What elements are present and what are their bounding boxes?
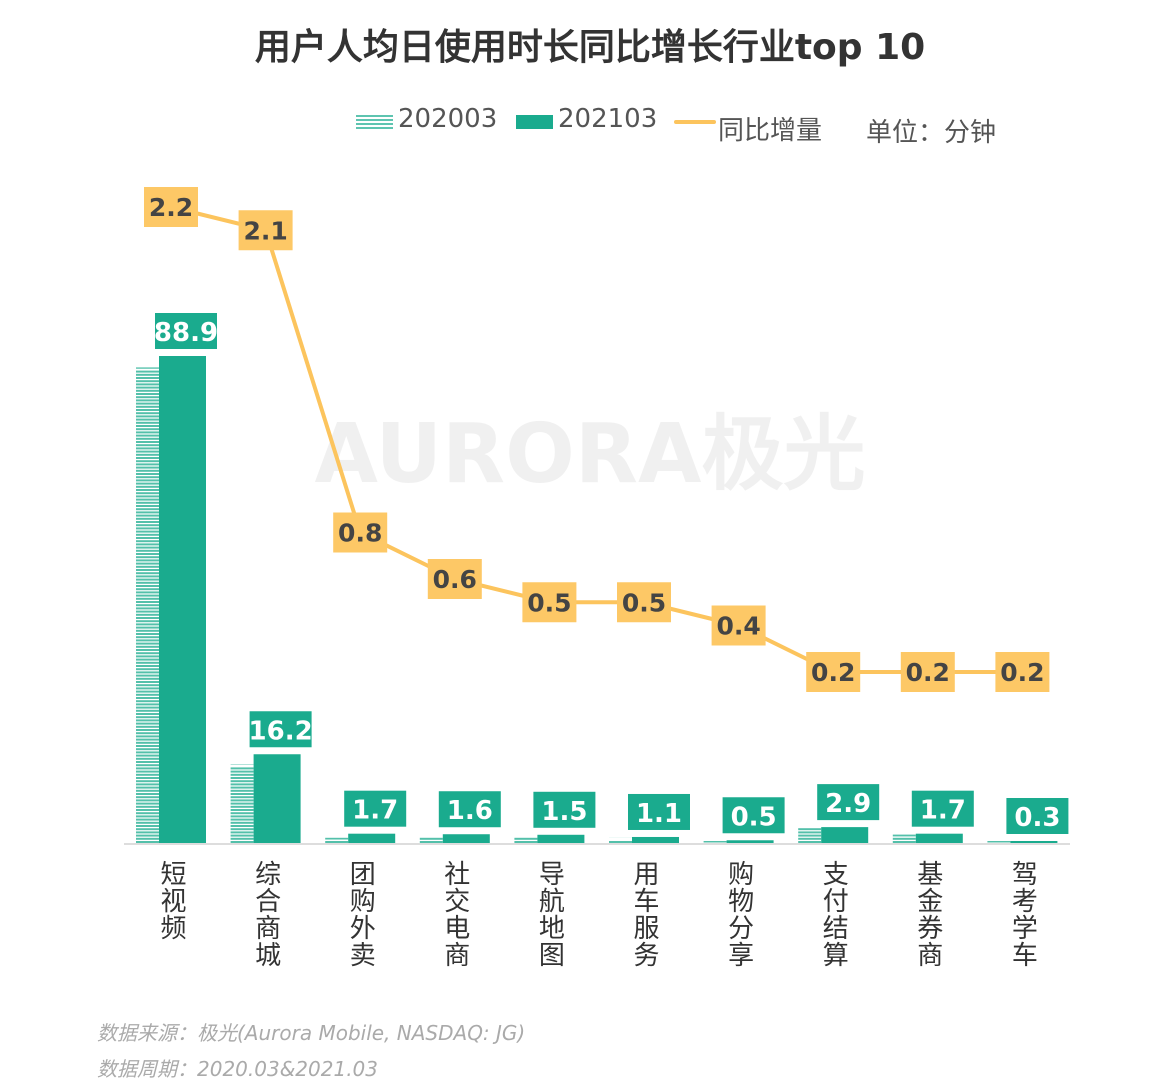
x-tick-label: 社交电商: [441, 860, 469, 968]
x-tick-label: 用车服务: [630, 860, 658, 968]
legend-swatch-202003: [356, 115, 393, 129]
bar-data-label: 1.6: [447, 796, 493, 826]
x-tick-label: 购物分享: [725, 860, 753, 968]
unit-label: 单位：分钟: [866, 112, 996, 149]
bar-data-label: 1.5: [541, 797, 587, 827]
x-tick-label: 导航地图: [535, 860, 563, 968]
footer-source: 数据来源：极光(Aurora Mobile, NASDAQ: JG): [97, 1017, 525, 1046]
line-data-label: 0.2: [811, 658, 855, 687]
bar-202003: [609, 838, 632, 843]
bar-202003: [893, 835, 916, 843]
footer-period: 数据周期：2020.03&2021.03: [97, 1053, 378, 1082]
bar-data-label: 1.1: [636, 799, 682, 829]
bar-202103: [537, 835, 584, 843]
bar-202103: [727, 840, 774, 843]
bar-202103: [632, 837, 679, 843]
bar-data-label: 0.5: [731, 802, 777, 832]
bar-data-label: 1.7: [920, 796, 966, 826]
bar-202003: [420, 838, 443, 843]
bar-data-label: 16.2: [249, 716, 313, 746]
bar-202103: [821, 827, 868, 843]
legend-swatch-202103: [516, 115, 553, 129]
bar-202003: [231, 764, 254, 843]
legend-label-202003: 202003: [398, 104, 497, 134]
bar-202103: [916, 834, 963, 843]
watermark-logo: AURORA极光: [315, 407, 866, 502]
bar-202003: [514, 838, 537, 843]
line-data-label: 0.5: [527, 588, 571, 617]
bar-202103: [443, 834, 490, 843]
bar-202103: [1010, 841, 1057, 843]
line-data-label: 0.4: [716, 612, 760, 641]
bar-202103: [254, 754, 301, 843]
x-tick-label: 基金券商: [914, 860, 942, 968]
x-tick-label: 支付结算: [819, 860, 847, 968]
x-tick-label: 团购外卖: [346, 860, 374, 968]
bar-202103: [159, 356, 206, 843]
line-data-label: 2.2: [149, 193, 193, 222]
line-data-label: 0.5: [622, 588, 666, 617]
bar-202003: [704, 841, 727, 843]
bar-202003: [987, 841, 1010, 843]
bar-data-label: 1.7: [352, 796, 398, 826]
bar-202003: [325, 838, 348, 843]
line-data-label: 0.2: [906, 658, 950, 687]
x-tick-label: 驾考学车: [1008, 860, 1036, 968]
bar-data-label: 0.3: [1014, 803, 1060, 833]
bar-data-label: 2.9: [825, 789, 871, 819]
line-data-label: 0.2: [1000, 658, 1044, 687]
bar-202103: [348, 834, 395, 843]
x-tick-label: 短视频: [157, 860, 185, 941]
bar-202003: [798, 828, 821, 843]
legend-label-202103: 202103: [558, 104, 657, 134]
line-data-label: 0.6: [433, 565, 477, 594]
x-tick-label: 综合商城: [252, 860, 280, 968]
bar-202003: [136, 367, 159, 843]
line-data-label: 0.8: [338, 519, 382, 548]
legend-label-line: 同比增量: [718, 110, 822, 147]
line-data-label: 2.1: [243, 216, 287, 245]
bar-data-label: 88.9: [154, 318, 218, 348]
